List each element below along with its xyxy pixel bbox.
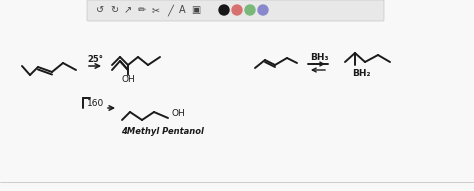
Circle shape	[232, 5, 242, 15]
Text: BH₂: BH₂	[352, 69, 370, 78]
Text: ↻: ↻	[110, 5, 118, 15]
Circle shape	[219, 5, 229, 15]
Text: 4Methyl Pentanol: 4Methyl Pentanol	[120, 128, 203, 137]
FancyBboxPatch shape	[87, 0, 384, 21]
Text: OH: OH	[121, 75, 135, 84]
Text: 25°: 25°	[87, 56, 103, 65]
Circle shape	[245, 5, 255, 15]
Text: OH: OH	[171, 109, 185, 118]
Text: A: A	[179, 5, 185, 15]
Text: ✂: ✂	[152, 5, 160, 15]
Text: ✏: ✏	[138, 5, 146, 15]
Circle shape	[258, 5, 268, 15]
Text: ↗: ↗	[124, 5, 132, 15]
Text: BH₃: BH₃	[310, 53, 328, 62]
Text: ╱: ╱	[167, 4, 173, 16]
Text: 160: 160	[87, 99, 105, 108]
Text: ↺: ↺	[96, 5, 104, 15]
Text: ▣: ▣	[191, 5, 201, 15]
